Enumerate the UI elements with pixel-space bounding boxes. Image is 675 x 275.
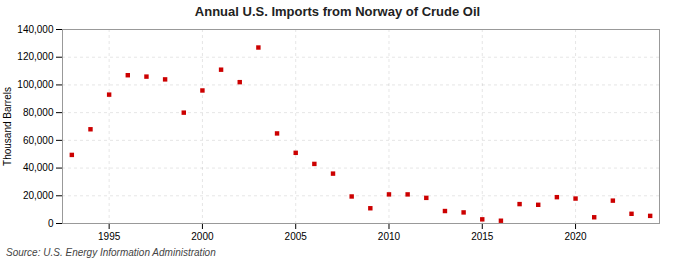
svg-text:80,000: 80,000 (23, 107, 54, 118)
html-text:Source: U.S. Energy Informatio: Source: U.S. Energy Information Administ… (6, 247, 216, 258)
svg-text:60,000: 60,000 (23, 135, 54, 146)
svg-text:1995: 1995 (98, 231, 121, 242)
svg-text:40,000: 40,000 (23, 162, 54, 173)
html-text:Annual U.S. Imports from Norwa: Annual U.S. Imports from Norway of Crude… (194, 4, 481, 19)
svg-text:2020: 2020 (564, 231, 587, 242)
svg-text:0: 0 (48, 218, 54, 229)
svg-text:2010: 2010 (378, 231, 401, 242)
svg-text:2005: 2005 (285, 231, 308, 242)
svg-text:2000: 2000 (191, 231, 214, 242)
svg-text:2015: 2015 (471, 231, 494, 242)
svg-text:140,000: 140,000 (17, 24, 54, 35)
svg-text:120,000: 120,000 (17, 51, 54, 62)
svg-text:100,000: 100,000 (17, 79, 54, 90)
svg-text:Thousand Barrels: Thousand Barrels (2, 87, 13, 166)
svg-text:20,000: 20,000 (23, 190, 54, 201)
